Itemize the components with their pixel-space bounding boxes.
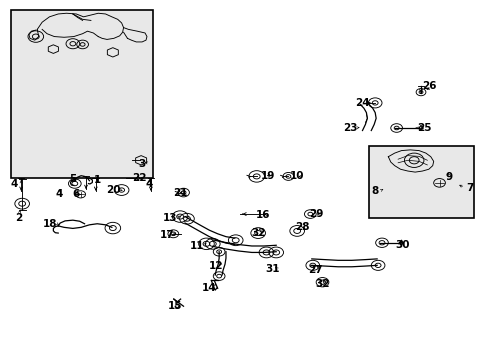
Text: 23: 23 xyxy=(343,123,357,133)
Text: 7: 7 xyxy=(465,183,472,193)
FancyBboxPatch shape xyxy=(11,10,153,178)
Text: 21: 21 xyxy=(173,188,187,198)
Text: 14: 14 xyxy=(202,283,216,293)
Text: 27: 27 xyxy=(307,265,322,275)
Text: 15: 15 xyxy=(168,301,182,311)
Text: 22: 22 xyxy=(132,173,146,183)
Text: 3: 3 xyxy=(138,159,145,169)
Text: 6: 6 xyxy=(73,189,80,199)
Text: 16: 16 xyxy=(255,210,270,220)
Text: 26: 26 xyxy=(422,81,436,91)
Text: 18: 18 xyxy=(43,219,58,229)
Text: 25: 25 xyxy=(416,123,430,133)
Text: 10: 10 xyxy=(289,171,304,181)
Text: 8: 8 xyxy=(371,186,378,196)
Text: 31: 31 xyxy=(265,264,280,274)
Text: 13: 13 xyxy=(163,213,177,222)
Text: 29: 29 xyxy=(309,209,323,219)
Text: 1: 1 xyxy=(93,175,101,185)
Text: 9: 9 xyxy=(445,172,452,182)
Text: 32: 32 xyxy=(315,279,329,289)
Text: 5: 5 xyxy=(69,174,76,184)
Text: 2: 2 xyxy=(16,213,23,222)
Text: 4: 4 xyxy=(56,189,63,199)
Text: 12: 12 xyxy=(208,261,223,271)
Text: 32: 32 xyxy=(250,228,265,238)
Text: 17: 17 xyxy=(160,230,174,239)
Text: 19: 19 xyxy=(260,171,275,181)
Text: 20: 20 xyxy=(106,185,121,195)
FancyBboxPatch shape xyxy=(368,146,473,218)
Text: 4: 4 xyxy=(11,179,18,189)
Text: 11: 11 xyxy=(189,241,203,251)
Text: 24: 24 xyxy=(354,98,369,108)
Text: 4: 4 xyxy=(145,179,153,189)
Text: 28: 28 xyxy=(294,222,308,232)
Text: 30: 30 xyxy=(395,239,409,249)
